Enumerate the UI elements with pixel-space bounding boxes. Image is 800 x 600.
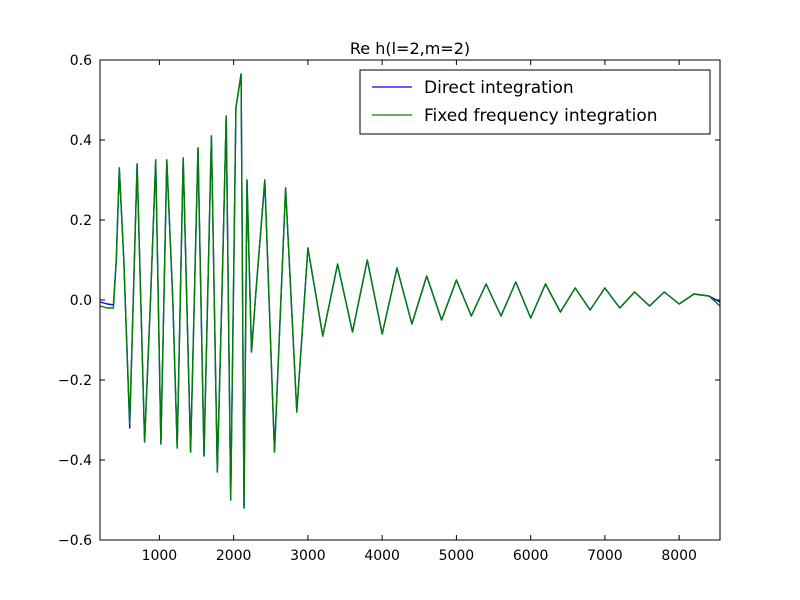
x-tick-label: 1000 bbox=[142, 548, 178, 564]
x-tick-label: 3000 bbox=[290, 548, 326, 564]
plot-background bbox=[100, 60, 720, 540]
chart-title: Re h(l=2,m=2) bbox=[350, 39, 470, 58]
legend: Direct integration Fixed frequency integ… bbox=[359, 69, 711, 135]
x-tick-label: 7000 bbox=[587, 548, 623, 564]
series-line-fixed bbox=[99, 73, 721, 509]
x-tick-label: 8000 bbox=[661, 548, 697, 564]
x-tick-label: 4000 bbox=[364, 548, 400, 564]
y-tick-label: −0.4 bbox=[58, 453, 92, 469]
series-layer bbox=[99, 73, 721, 509]
x-tick-label: 6000 bbox=[513, 548, 549, 564]
x-tick-label: 2000 bbox=[216, 548, 252, 564]
x-tick-label: 5000 bbox=[439, 548, 475, 564]
legend-label-direct: Direct integration bbox=[424, 78, 574, 98]
y-tick-label: −0.6 bbox=[58, 533, 92, 549]
legend-frame bbox=[359, 69, 711, 135]
plot-area: 1000 2000 3000 4000 5000 6000 7000 8000 −0.6 −0.4… bbox=[58, 53, 721, 564]
y-tick-label: −0.2 bbox=[58, 373, 92, 389]
y-tick-label: 0.0 bbox=[70, 293, 92, 309]
y-tick-label: 0.6 bbox=[70, 53, 92, 69]
ticks-layer: 1000 2000 3000 4000 5000 6000 7000 8000 −0.6 −0.4… bbox=[58, 53, 720, 564]
legend-label-fixed: Fixed frequency integration bbox=[424, 106, 658, 126]
y-tick-label: 0.4 bbox=[70, 133, 92, 149]
y-tick-label: 0.2 bbox=[70, 213, 92, 229]
